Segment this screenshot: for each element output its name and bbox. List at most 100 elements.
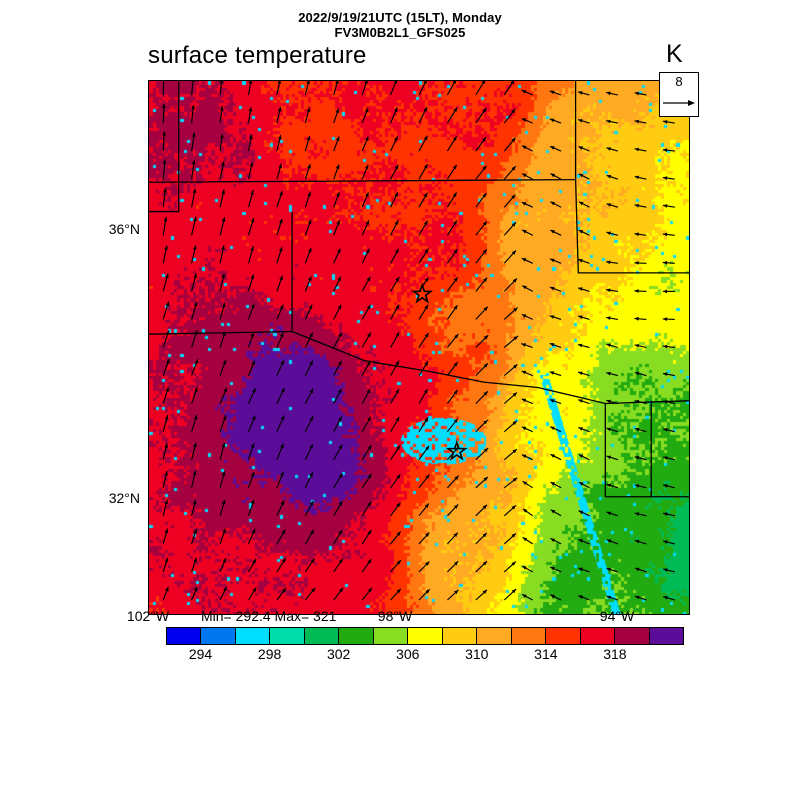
wind-vector-head bbox=[367, 530, 372, 535]
wind-vector-head bbox=[307, 219, 312, 225]
colorbar-swatch-4 bbox=[304, 628, 340, 644]
wind-vector-head bbox=[191, 132, 196, 137]
wind-vector-head bbox=[453, 249, 458, 254]
wind-vector-head bbox=[165, 586, 169, 592]
station-star-south[interactable] bbox=[445, 439, 468, 461]
wind-vector-head bbox=[662, 289, 667, 294]
wind-vector-head bbox=[164, 528, 169, 534]
wind-vector-head bbox=[511, 533, 516, 538]
wind-vector-head bbox=[221, 245, 225, 250]
wind-vector-head bbox=[165, 330, 170, 335]
wind-vector-head bbox=[250, 471, 255, 477]
wind-vector-head bbox=[335, 108, 339, 114]
wind-vector-head bbox=[424, 304, 429, 310]
wind-vector-head bbox=[164, 245, 168, 250]
wind-vector-head bbox=[512, 278, 517, 283]
wind-vector-head bbox=[606, 371, 611, 376]
wind-vector-head bbox=[578, 454, 584, 458]
wind-vector-head bbox=[483, 419, 488, 425]
wind-vector-head bbox=[663, 428, 668, 432]
wind-vector-head bbox=[277, 81, 282, 84]
wind-vector-head bbox=[192, 188, 197, 194]
wind-vector-head bbox=[549, 315, 555, 319]
wind-vector-head bbox=[279, 275, 283, 281]
colorbar[interactable] bbox=[166, 627, 684, 645]
wind-vector-head bbox=[309, 472, 313, 477]
wind-vector-head bbox=[394, 220, 399, 225]
wind-vector-head bbox=[606, 260, 611, 265]
wind-key-value: 8 bbox=[675, 74, 683, 89]
wind-vector-head bbox=[395, 332, 400, 337]
colorbar-swatch-14 bbox=[649, 628, 684, 644]
wind-vector-head bbox=[511, 166, 516, 171]
map-plot-area[interactable] bbox=[148, 80, 690, 615]
colorbar-tick-5: 314 bbox=[534, 646, 558, 662]
wind-vector-head bbox=[606, 316, 611, 320]
wind-vector-head bbox=[522, 594, 527, 598]
wind-vector-head bbox=[252, 388, 256, 393]
wind-vector-head bbox=[364, 164, 369, 170]
wind-vector-head bbox=[663, 568, 668, 572]
wind-vector-head bbox=[482, 137, 487, 142]
wind-vector-head bbox=[248, 107, 253, 112]
wind-vector-head bbox=[578, 482, 584, 486]
wind-vector-head bbox=[482, 193, 487, 198]
wind-vector-head bbox=[335, 136, 340, 142]
wind-vector-head bbox=[522, 173, 527, 178]
border-red-river bbox=[291, 330, 606, 497]
wind-vector-head bbox=[279, 218, 283, 224]
wind-vector-head bbox=[193, 273, 197, 278]
wind-vector-head bbox=[164, 499, 168, 505]
wind-vector-head bbox=[481, 81, 486, 84]
wind-vector-head bbox=[191, 81, 195, 82]
wind-vector-head bbox=[482, 165, 487, 171]
wind-vector-head bbox=[162, 131, 166, 136]
wind-vector-head bbox=[663, 372, 668, 376]
wind-vector-head bbox=[634, 175, 640, 180]
wind-vector-head bbox=[483, 476, 488, 482]
wind-vector-head bbox=[549, 118, 555, 123]
colorbar-swatch-13 bbox=[615, 628, 650, 644]
wind-vector-head bbox=[248, 81, 253, 84]
wind-vector-head bbox=[396, 502, 401, 508]
wind-vector-head bbox=[663, 400, 668, 404]
station-star-north[interactable] bbox=[411, 282, 434, 304]
wind-vector-head bbox=[310, 529, 314, 535]
wind-vector-head bbox=[337, 276, 341, 282]
wind-vector-head bbox=[634, 371, 640, 376]
wind-vector-head bbox=[365, 220, 369, 225]
wind-vector-head bbox=[452, 192, 457, 197]
wind-vector-head bbox=[549, 286, 555, 291]
wind-vector-head bbox=[307, 247, 312, 253]
wind-vector-head bbox=[634, 512, 640, 516]
wind-vector-head bbox=[365, 192, 369, 197]
wind-vector-head bbox=[249, 162, 254, 167]
colorbar-swatch-10 bbox=[511, 628, 547, 644]
wind-vector-head bbox=[606, 539, 612, 543]
wind-vector-head bbox=[307, 164, 311, 169]
wind-vector-head bbox=[483, 448, 489, 453]
wind-vector-head bbox=[424, 277, 429, 282]
wind-vector-head bbox=[453, 220, 457, 225]
wind-vector-head bbox=[310, 558, 315, 563]
wind-vector-head bbox=[222, 558, 226, 563]
wind-vector-head bbox=[454, 590, 459, 595]
wind-vector-head bbox=[193, 528, 197, 534]
wind-vector-head bbox=[221, 471, 226, 476]
wind-vector-head bbox=[281, 558, 286, 563]
wind-vector-head bbox=[306, 107, 311, 112]
wind-vector-head bbox=[366, 248, 370, 254]
wind-vector-head bbox=[222, 331, 226, 336]
wind-vector-head bbox=[550, 230, 555, 234]
wind-vector-head bbox=[578, 539, 583, 543]
wind-vector-head bbox=[336, 192, 340, 197]
wind-vector-head bbox=[606, 427, 611, 432]
wind-vector-head bbox=[251, 528, 256, 534]
wind-vector-head bbox=[425, 474, 430, 479]
wind-vector-head bbox=[306, 81, 310, 84]
wind-vector-head bbox=[223, 586, 227, 592]
wind-vector-head bbox=[367, 332, 371, 337]
wind-vector-head bbox=[251, 360, 255, 366]
wind-vector-head bbox=[250, 332, 254, 338]
